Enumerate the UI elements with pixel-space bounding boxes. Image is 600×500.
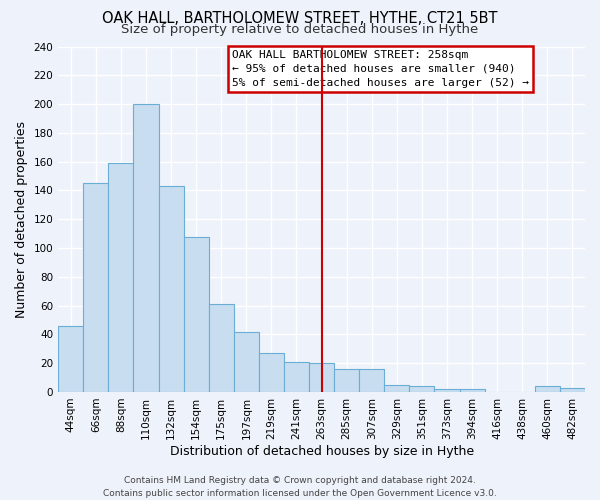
Bar [434,389,460,392]
Bar [259,353,284,392]
Bar [359,369,385,392]
Bar [560,388,585,392]
Bar [309,363,334,392]
Bar [209,304,234,392]
Text: Size of property relative to detached houses in Hythe: Size of property relative to detached ho… [121,22,479,36]
Bar [284,362,309,392]
X-axis label: Distribution of detached houses by size in Hythe: Distribution of detached houses by size … [170,444,473,458]
Text: OAK HALL BARTHOLOMEW STREET: 258sqm
← 95% of detached houses are smaller (940)
5: OAK HALL BARTHOLOMEW STREET: 258sqm ← 95… [232,50,529,88]
Bar [83,183,109,392]
Bar [460,389,485,392]
Bar [334,369,359,392]
Bar [109,163,133,392]
Text: Contains HM Land Registry data © Crown copyright and database right 2024.
Contai: Contains HM Land Registry data © Crown c… [103,476,497,498]
Bar [385,385,409,392]
Bar [409,386,434,392]
Bar [234,332,259,392]
Text: OAK HALL, BARTHOLOMEW STREET, HYTHE, CT21 5BT: OAK HALL, BARTHOLOMEW STREET, HYTHE, CT2… [102,11,498,26]
Y-axis label: Number of detached properties: Number of detached properties [15,120,28,318]
Bar [133,104,158,392]
Bar [184,236,209,392]
Bar [58,326,83,392]
Bar [158,186,184,392]
Bar [535,386,560,392]
